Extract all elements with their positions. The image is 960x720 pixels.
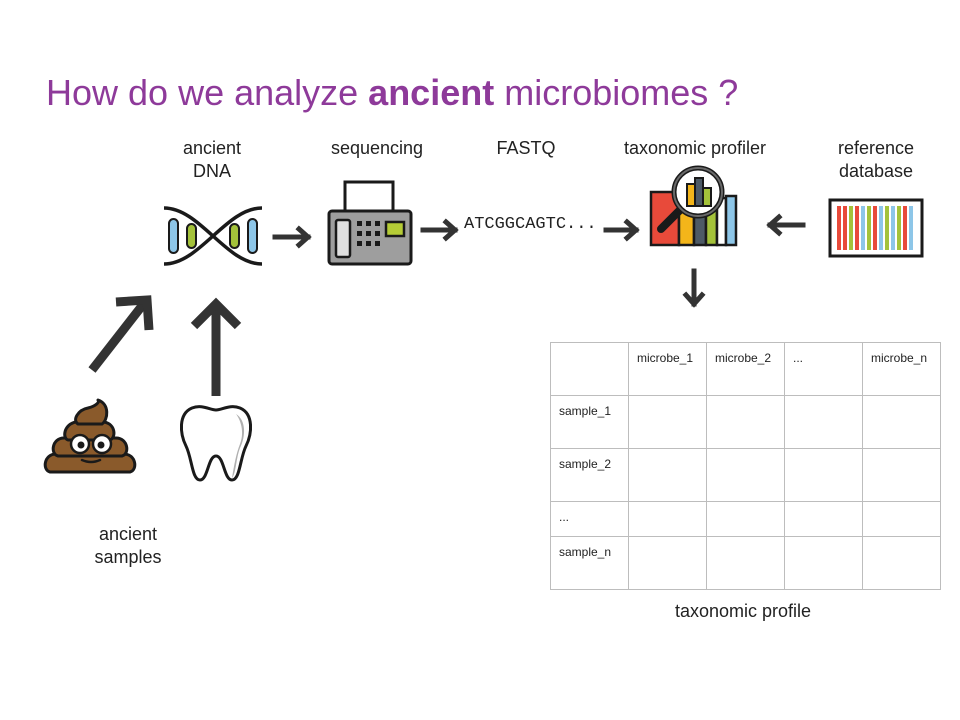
table-cell	[628, 395, 707, 449]
sequencing-label: sequencing	[330, 138, 424, 158]
table-cell	[706, 501, 785, 537]
title-suffix: microbiomes ?	[494, 72, 739, 113]
table-cell	[784, 395, 863, 449]
fastq-sequence: ATCGGCAGTC...	[464, 215, 597, 234]
table-cell	[628, 501, 707, 537]
samples-label-line2: samples	[94, 547, 162, 567]
table-cell	[628, 536, 707, 590]
table-cell	[706, 395, 785, 449]
table-row: sample_n	[550, 536, 941, 590]
reference-label-line2: database	[838, 161, 914, 181]
arrow-dna-to-sequencer	[272, 225, 312, 249]
table-row: sample_2	[550, 448, 941, 502]
barcode-icon	[828, 198, 924, 258]
table-header-row: microbe_1 microbe_2 ... microbe_n	[550, 342, 941, 396]
arrow-poop-to-dna	[88, 295, 154, 373]
table-cell	[628, 448, 707, 502]
arrow-profiler-to-table	[682, 268, 706, 308]
table-cell	[862, 501, 941, 537]
table-cell	[862, 536, 941, 590]
arrow-tooth-to-dna	[190, 297, 242, 396]
reference-database-label: reference database	[822, 137, 930, 183]
poop-icon	[43, 398, 137, 474]
taxonomic-profile-table: microbe_1 microbe_2 ... microbe_n sample…	[550, 342, 941, 590]
row-header: sample_2	[550, 448, 629, 502]
sequencer-icon	[327, 180, 413, 266]
ancient-dna-label-line2: DNA	[192, 161, 231, 181]
profiler-icon	[649, 165, 738, 247]
title-bold: ancient	[368, 72, 495, 113]
table-cell	[784, 448, 863, 502]
table-cell	[706, 448, 785, 502]
column-header: microbe_1	[628, 342, 707, 396]
arrow-sequencer-to-fastq	[420, 218, 459, 242]
title-prefix: How do we analyze	[46, 72, 369, 113]
ancient-dna-label-line1: ancient	[182, 138, 242, 158]
samples-label-line1: ancient	[98, 524, 158, 544]
table-row: sample_1	[550, 395, 941, 449]
dna-icon	[163, 206, 263, 266]
tooth-icon	[180, 405, 252, 482]
row-header: ...	[550, 501, 629, 537]
table-cell	[862, 395, 941, 449]
page-title: How do we analyze ancient microbiomes ?	[46, 72, 738, 114]
taxonomic-profile-label: taxonomic profile	[674, 601, 812, 621]
profiler-label: taxonomic profiler	[623, 138, 767, 158]
arrow-reference-to-profiler	[766, 213, 806, 237]
arrow-fastq-to-profiler	[603, 218, 640, 242]
table-cell	[784, 501, 863, 537]
row-header: sample_n	[550, 536, 629, 590]
ancient-samples-label: ancient samples	[86, 523, 170, 569]
column-header: microbe_n	[862, 342, 941, 396]
table-cell	[784, 536, 863, 590]
table-cell	[862, 448, 941, 502]
column-header: ...	[784, 342, 863, 396]
table-row: ...	[550, 501, 941, 537]
table-cell	[706, 536, 785, 590]
reference-label-line1: reference	[837, 138, 915, 158]
column-header: microbe_2	[706, 342, 785, 396]
row-header: sample_1	[550, 395, 629, 449]
table-corner-cell	[550, 342, 629, 396]
fastq-label: FASTQ	[496, 138, 556, 158]
ancient-dna-label: ancient DNA	[172, 137, 252, 183]
